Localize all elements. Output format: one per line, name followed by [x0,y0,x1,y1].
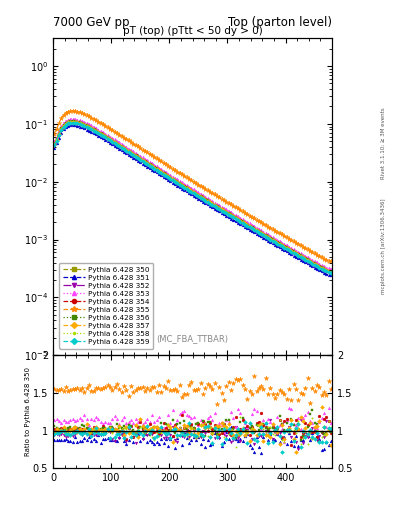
Text: 7000 GeV pp: 7000 GeV pp [53,15,130,29]
Text: Top (parton level): Top (parton level) [228,15,332,29]
Title: pT (top) (pTtt < 50 dy > 0): pT (top) (pTtt < 50 dy > 0) [123,26,263,36]
Text: Rivet 3.1.10; ≥ 3M events: Rivet 3.1.10; ≥ 3M events [381,108,386,179]
Y-axis label: Ratio to Pythia 6.428 350: Ratio to Pythia 6.428 350 [26,368,31,456]
Legend: Pythia 6.428 350, Pythia 6.428 351, Pythia 6.428 352, Pythia 6.428 353, Pythia 6: Pythia 6.428 350, Pythia 6.428 351, Pyth… [59,263,153,349]
Text: mcplots.cern.ch [arXiv:1306.3436]: mcplots.cern.ch [arXiv:1306.3436] [381,198,386,293]
Text: (MC_FBA_TTBAR): (MC_FBA_TTBAR) [156,334,229,343]
